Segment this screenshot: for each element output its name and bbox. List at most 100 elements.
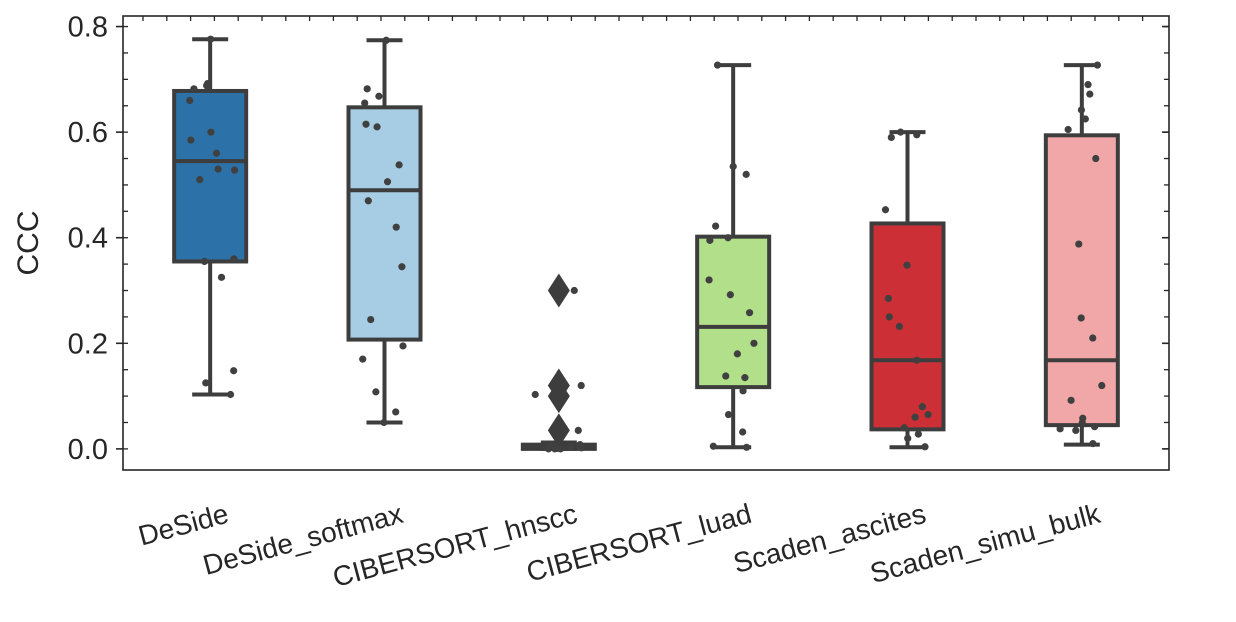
data-point (918, 403, 926, 411)
data-point (202, 379, 210, 387)
data-point (705, 276, 713, 284)
data-point (186, 96, 194, 105)
data-point (713, 61, 722, 69)
y-tick-label: 0.8 (68, 12, 108, 44)
data-point (544, 445, 553, 453)
data-point (382, 36, 390, 44)
data-point (570, 286, 578, 295)
data-point (574, 426, 582, 435)
data-point (226, 390, 235, 399)
data-point (363, 85, 371, 93)
data-point (1093, 61, 1102, 69)
data-point (217, 273, 226, 281)
data-point (373, 123, 381, 131)
data-point (531, 390, 539, 399)
data-point (1064, 125, 1072, 134)
box (695, 234, 772, 390)
data-point (362, 120, 370, 128)
data-point (556, 445, 565, 453)
data-point (383, 178, 392, 186)
data-point (1081, 115, 1089, 123)
data-point (1098, 381, 1106, 390)
data-point (214, 165, 222, 173)
data-point (913, 131, 921, 139)
data-point (1077, 314, 1085, 322)
data-point (577, 381, 585, 390)
box (1043, 133, 1120, 428)
data-point (712, 222, 720, 230)
data-point (724, 234, 732, 242)
data-point (203, 82, 211, 90)
data-point (733, 350, 741, 358)
y-tick-label: 0.2 (68, 328, 108, 360)
data-point (1089, 440, 1097, 448)
outlier-marker (547, 379, 570, 414)
data-point (230, 255, 238, 263)
data-point (741, 374, 749, 382)
data-point (395, 161, 403, 169)
data-point (1084, 81, 1092, 89)
data-point (1072, 426, 1080, 435)
data-point (551, 445, 559, 453)
data-point (924, 410, 932, 419)
data-point (398, 263, 406, 271)
data-point (722, 372, 730, 380)
data-point (921, 443, 929, 451)
data-point (1077, 106, 1086, 114)
axes-frame (122, 15, 1170, 471)
data-point (739, 428, 747, 436)
data-point (392, 408, 400, 416)
data-point (359, 355, 367, 363)
data-point (904, 434, 912, 442)
data-point (1056, 425, 1064, 433)
data-point (367, 315, 375, 324)
tick-marks (116, 16, 1169, 450)
data-point (230, 166, 239, 174)
data-point (885, 313, 893, 321)
data-point (230, 367, 238, 375)
box (172, 88, 249, 264)
data-point (724, 410, 733, 419)
data-point (739, 387, 747, 395)
box (869, 221, 946, 432)
data-point (1078, 418, 1086, 427)
data-point (361, 99, 369, 107)
data-point (207, 128, 215, 136)
data-point (1090, 423, 1099, 431)
data-point (375, 92, 383, 100)
y-tick-label: 0.6 (68, 117, 108, 149)
data-point (399, 342, 407, 350)
y-tick-label: 0.4 (68, 223, 108, 255)
data-point (896, 128, 905, 136)
data-point (372, 388, 380, 396)
data-point (200, 257, 209, 266)
data-point (1092, 154, 1100, 163)
data-point (742, 170, 750, 178)
y-axis-title: CCC (12, 211, 45, 276)
data-point (392, 223, 400, 231)
data-point (743, 443, 751, 451)
data-point (729, 162, 737, 171)
data-point (745, 309, 754, 317)
data-point (207, 35, 215, 43)
data-point (1075, 240, 1083, 248)
data-point (900, 424, 908, 432)
data-point (911, 413, 919, 421)
data-point (380, 418, 388, 427)
data-point (567, 443, 575, 451)
data-point (364, 197, 372, 205)
data-point (1089, 334, 1097, 342)
box (346, 105, 423, 342)
data-point (190, 85, 198, 93)
data-point (887, 133, 895, 142)
data-point (914, 430, 922, 438)
y-tick-label: 0.0 (68, 434, 108, 466)
data-point (903, 261, 911, 269)
data-point (881, 206, 890, 214)
outlier-marker (547, 273, 570, 308)
data-point (709, 442, 717, 450)
data-point (706, 236, 714, 244)
data-point (750, 339, 758, 347)
data-point (1086, 90, 1094, 98)
data-point (577, 444, 586, 452)
